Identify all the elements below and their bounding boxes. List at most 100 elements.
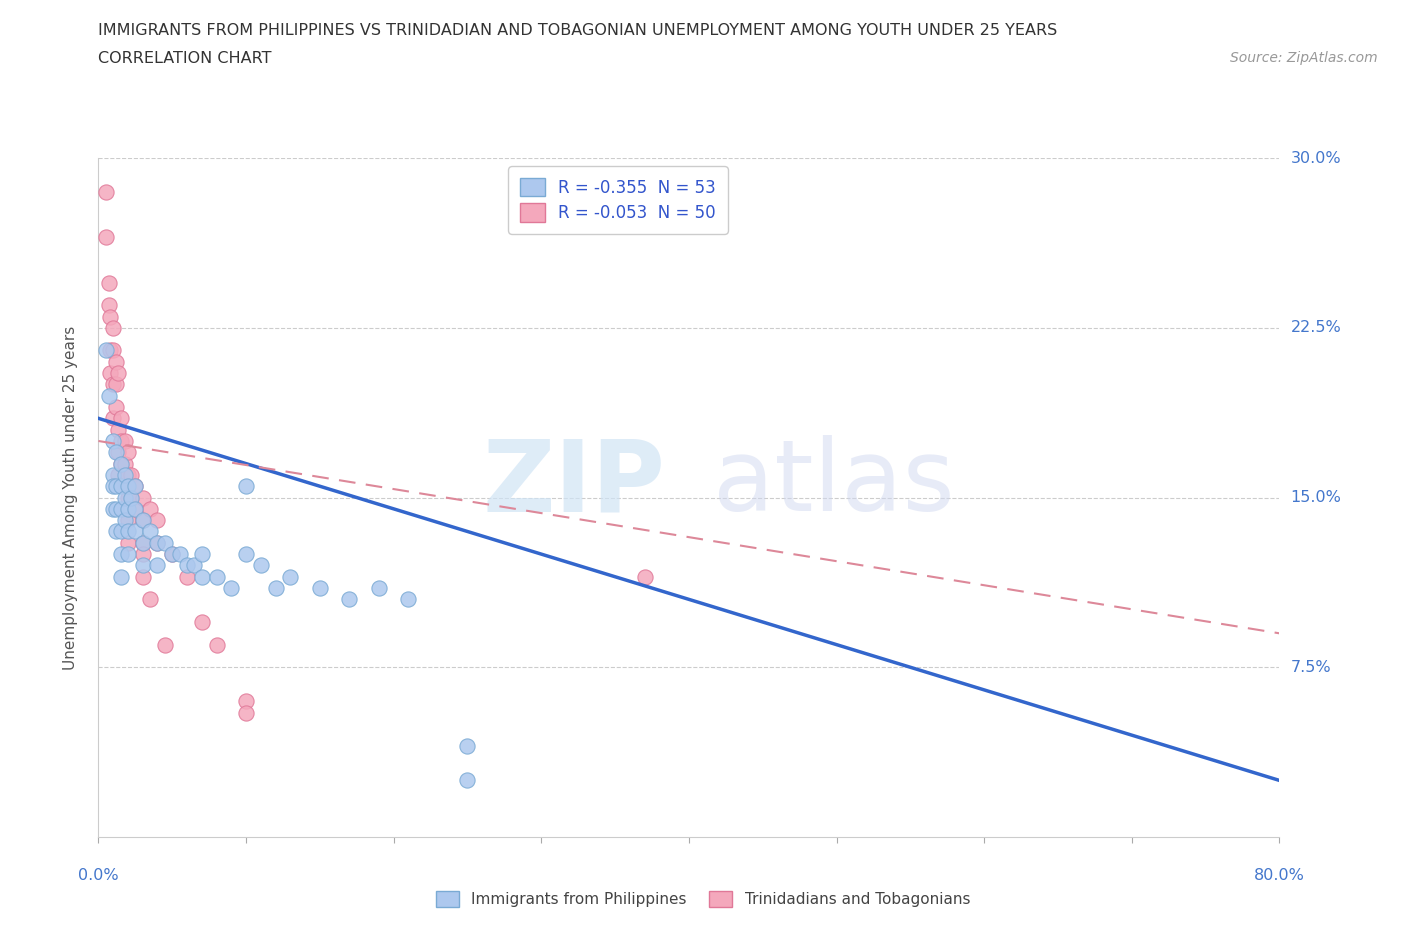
Text: Source: ZipAtlas.com: Source: ZipAtlas.com xyxy=(1230,51,1378,65)
Point xyxy=(103,479,125,494)
Point xyxy=(132,558,155,573)
Text: atlas: atlas xyxy=(713,435,955,533)
Point xyxy=(176,558,198,573)
Point xyxy=(110,524,132,538)
Point xyxy=(97,389,120,404)
Point xyxy=(132,512,155,527)
Text: 30.0%: 30.0% xyxy=(1291,151,1341,166)
Point xyxy=(107,365,129,380)
Text: 80.0%: 80.0% xyxy=(1254,868,1305,883)
Point xyxy=(114,479,136,494)
Point xyxy=(98,365,121,380)
Point xyxy=(132,512,155,527)
Point xyxy=(235,705,257,720)
Y-axis label: Unemployment Among Youth under 25 years: Unemployment Among Youth under 25 years xyxy=(63,326,77,670)
Point xyxy=(146,558,169,573)
Point xyxy=(103,468,125,483)
Point xyxy=(114,468,136,483)
Point xyxy=(309,580,332,595)
Point xyxy=(114,512,136,527)
Point xyxy=(146,512,169,527)
Point xyxy=(110,547,132,562)
Point xyxy=(114,433,136,448)
Point xyxy=(114,457,136,472)
Point xyxy=(456,773,478,788)
Point xyxy=(107,445,129,459)
Point xyxy=(105,354,128,369)
Point xyxy=(278,569,302,584)
Point xyxy=(132,536,155,551)
Point xyxy=(117,468,139,483)
Point xyxy=(191,569,214,584)
Point xyxy=(235,547,257,562)
Point xyxy=(132,547,155,562)
Point xyxy=(132,569,155,584)
Point xyxy=(124,501,146,516)
Point xyxy=(103,377,125,392)
Point xyxy=(124,524,146,538)
Point xyxy=(153,536,176,551)
Point xyxy=(456,739,478,754)
Point xyxy=(191,547,214,562)
Text: 0.0%: 0.0% xyxy=(79,868,118,883)
Point xyxy=(124,479,146,494)
Point xyxy=(139,501,162,516)
Point xyxy=(368,580,391,595)
Point xyxy=(103,411,125,426)
Point xyxy=(105,400,128,415)
Point xyxy=(169,547,191,562)
Point xyxy=(97,298,120,312)
Point xyxy=(94,185,117,200)
Point xyxy=(110,457,132,472)
Legend: R = -0.355  N = 53, R = -0.053  N = 50: R = -0.355 N = 53, R = -0.053 N = 50 xyxy=(509,166,728,233)
Point xyxy=(105,501,128,516)
Text: ZIP: ZIP xyxy=(482,435,665,533)
Text: IMMIGRANTS FROM PHILIPPINES VS TRINIDADIAN AND TOBAGONIAN UNEMPLOYMENT AMONG YOU: IMMIGRANTS FROM PHILIPPINES VS TRINIDADI… xyxy=(98,23,1057,38)
Point xyxy=(205,637,228,652)
Point xyxy=(117,501,139,516)
Point xyxy=(110,433,132,448)
Point xyxy=(132,490,155,505)
Point xyxy=(103,320,125,335)
Point xyxy=(110,411,132,426)
Point xyxy=(219,580,242,595)
Point xyxy=(176,569,198,584)
Legend: Immigrants from Philippines, Trinidadians and Tobagonians: Immigrants from Philippines, Trinidadian… xyxy=(430,884,976,913)
Point xyxy=(94,230,117,245)
Text: 15.0%: 15.0% xyxy=(1291,490,1341,505)
Point xyxy=(235,694,257,709)
Point xyxy=(139,592,162,607)
Point xyxy=(139,524,162,538)
Point xyxy=(114,490,136,505)
Point xyxy=(103,343,125,358)
Point xyxy=(117,524,139,538)
Point xyxy=(146,536,169,551)
Point xyxy=(191,615,214,630)
Point xyxy=(94,343,117,358)
Text: 22.5%: 22.5% xyxy=(1291,320,1341,336)
Point xyxy=(110,501,132,516)
Point xyxy=(103,501,125,516)
Text: 7.5%: 7.5% xyxy=(1291,659,1331,675)
Point xyxy=(105,524,128,538)
Point xyxy=(107,468,129,483)
Point xyxy=(162,547,183,562)
Point xyxy=(146,536,169,551)
Point xyxy=(132,536,155,551)
Point xyxy=(264,580,287,595)
Point xyxy=(105,445,128,459)
Point xyxy=(117,512,139,527)
Point xyxy=(110,569,132,584)
Point xyxy=(183,558,205,573)
Point xyxy=(110,479,132,494)
Point xyxy=(110,457,132,472)
Point xyxy=(120,490,142,505)
Point xyxy=(120,490,142,505)
Point xyxy=(107,422,129,437)
Point xyxy=(633,569,655,584)
Point xyxy=(98,343,121,358)
Text: CORRELATION CHART: CORRELATION CHART xyxy=(98,51,271,66)
Point xyxy=(337,592,360,607)
Point xyxy=(396,592,419,607)
Point xyxy=(205,569,228,584)
